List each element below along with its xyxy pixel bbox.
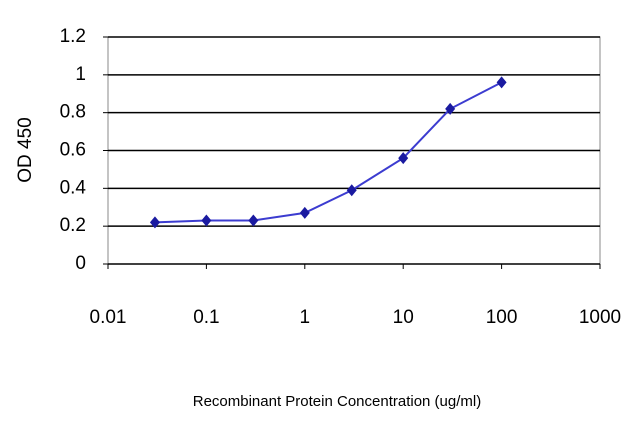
- data-point: [346, 184, 357, 197]
- x-tick-label: 0.01: [90, 307, 127, 328]
- y-tick-label: 0.2: [60, 215, 86, 236]
- data-point: [149, 216, 160, 229]
- y-tick-label: 0.4: [60, 177, 87, 198]
- x-axis-label: Recombinant Protein Concentration (ug/ml…: [193, 393, 481, 410]
- data-point: [299, 206, 310, 219]
- data-point: [496, 76, 507, 89]
- y-tick-label: 0.6: [60, 140, 86, 161]
- y-tick-label: 1: [75, 64, 86, 85]
- y-tick-label: 0.8: [60, 102, 86, 123]
- y-axis-label: OD 450: [15, 117, 36, 182]
- x-tick-label: 1000: [579, 307, 621, 328]
- x-tick-label: 1: [300, 307, 311, 328]
- x-tick-label: 0.1: [193, 307, 219, 328]
- data-point: [248, 214, 259, 227]
- x-tick-label: 10: [393, 307, 414, 328]
- y-tick-label: 0: [75, 253, 86, 274]
- data-point: [398, 152, 409, 165]
- data-point: [201, 214, 212, 227]
- x-tick-label: 100: [486, 307, 518, 328]
- data-point: [445, 102, 456, 115]
- data-line: [154, 81, 503, 224]
- y-tick-label: 1.2: [60, 26, 86, 47]
